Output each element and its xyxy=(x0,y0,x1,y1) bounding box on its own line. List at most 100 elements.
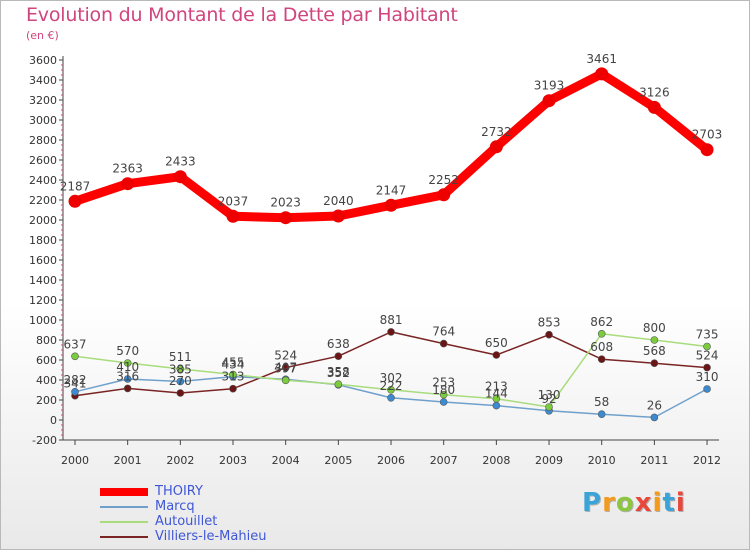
legend-item-thoiry: THOIRY xyxy=(100,484,400,499)
x-tick-label: 2008 xyxy=(482,454,510,467)
logo-letter: i xyxy=(675,488,686,518)
data-label: 800 xyxy=(643,321,666,335)
data-point xyxy=(387,385,395,394)
data-point xyxy=(229,384,237,393)
data-point xyxy=(176,389,185,397)
data-point xyxy=(123,359,132,367)
data-label: 764 xyxy=(432,325,455,339)
data-point xyxy=(123,375,132,383)
data-label: 2732 xyxy=(481,125,512,139)
y-tick-label: 2400 xyxy=(29,174,57,187)
legend-label-thoiry: THOIRY xyxy=(155,484,203,499)
legend: THOIRY Marcq Autouillet Villiers-le-Mahi… xyxy=(100,484,400,544)
data-label: 608 xyxy=(590,340,613,354)
y-tick-label: 2000 xyxy=(29,214,57,227)
data-point xyxy=(595,67,609,81)
data-label: 524 xyxy=(274,349,297,363)
y-tick-label: 400 xyxy=(36,374,57,387)
data-label: 3126 xyxy=(639,85,670,99)
data-label: 524 xyxy=(696,349,719,363)
data-point xyxy=(492,401,501,410)
data-point xyxy=(123,384,132,393)
logo-letter: i xyxy=(652,488,663,518)
data-label: 397 xyxy=(274,361,297,375)
x-tick-label: 2004 xyxy=(272,454,300,467)
data-label: 341 xyxy=(64,377,87,391)
x-tick-label: 2010 xyxy=(588,454,616,467)
y-tick-label: 2600 xyxy=(29,154,57,167)
data-label: 2023 xyxy=(270,196,301,210)
data-point xyxy=(437,188,451,202)
x-tick-label: 2001 xyxy=(114,454,142,467)
data-label: 282 xyxy=(64,373,87,387)
data-label: 638 xyxy=(327,337,350,351)
y-tick-label: 3600 xyxy=(29,54,57,67)
data-label: 455 xyxy=(222,356,245,370)
data-label: 270 xyxy=(169,374,192,388)
data-point xyxy=(229,370,237,379)
data-point xyxy=(542,94,556,108)
data-point xyxy=(597,410,606,419)
data-label: 92 xyxy=(541,392,556,406)
x-tick-label: 2000 xyxy=(61,454,89,467)
data-label: 637 xyxy=(64,337,87,351)
y-tick-label: 3000 xyxy=(29,114,57,127)
legend-item-marcq: Marcq xyxy=(100,499,400,514)
data-label: 385 xyxy=(169,363,192,377)
data-label: 2037 xyxy=(218,194,249,208)
data-label: 310 xyxy=(696,370,719,384)
data-label: 313 xyxy=(222,370,245,384)
chart-subtitle: (en €) xyxy=(26,29,59,42)
y-tick-label: 800 xyxy=(36,334,57,347)
data-point xyxy=(68,194,82,208)
data-label: 568 xyxy=(643,344,666,358)
logo-letter: o xyxy=(615,488,635,518)
data-point xyxy=(173,170,187,184)
y-tick-label: 1600 xyxy=(29,254,57,267)
data-point xyxy=(384,198,398,212)
data-point xyxy=(650,413,659,422)
data-point xyxy=(439,390,448,399)
data-point xyxy=(703,385,711,393)
data-point xyxy=(647,100,661,114)
legend-label-marcq: Marcq xyxy=(155,499,195,514)
data-label: 2433 xyxy=(165,155,196,169)
data-label: 213 xyxy=(485,380,508,394)
legend-label-villiers-le-mahieu: Villiers-le-Mahieu xyxy=(155,529,267,544)
data-point xyxy=(176,365,185,373)
y-tick-label: 2800 xyxy=(29,134,57,147)
data-label: 130 xyxy=(538,388,561,402)
data-label: 352 xyxy=(327,366,350,380)
data-point xyxy=(279,211,293,225)
logo-letter: r xyxy=(602,488,616,518)
legend-swatch-marcq xyxy=(100,506,148,508)
y-tick-label: -200 xyxy=(32,434,57,447)
x-tick-label: 2006 xyxy=(377,454,405,467)
data-point xyxy=(703,363,711,372)
data-point xyxy=(387,328,395,336)
data-point xyxy=(597,355,606,364)
y-tick-label: 3400 xyxy=(29,74,57,87)
legend-label-autouillet: Autouillet xyxy=(155,514,218,529)
x-tick-label: 2002 xyxy=(166,454,194,467)
y-tick-label: 1200 xyxy=(29,294,57,307)
chart-title: Evolution du Montant de la Dette par Hab… xyxy=(26,4,458,26)
x-tick-label: 2011 xyxy=(640,454,668,467)
legend-swatch-autouillet xyxy=(100,521,148,523)
x-tick-label: 2007 xyxy=(430,454,458,467)
data-point xyxy=(650,336,659,344)
data-point xyxy=(331,209,345,223)
data-label: 434 xyxy=(222,358,245,372)
data-point xyxy=(545,330,553,339)
data-label: 3461 xyxy=(586,52,617,66)
data-label: 358 xyxy=(327,365,350,379)
logo-letter: P xyxy=(582,488,603,518)
data-label: 407 xyxy=(274,360,297,374)
y-tick-label: 600 xyxy=(36,354,57,367)
data-point xyxy=(703,342,711,351)
data-point xyxy=(492,351,501,359)
data-label: 511 xyxy=(169,350,192,364)
data-point xyxy=(121,177,135,191)
legend-item-autouillet: Autouillet xyxy=(100,514,400,529)
data-point xyxy=(650,359,659,368)
